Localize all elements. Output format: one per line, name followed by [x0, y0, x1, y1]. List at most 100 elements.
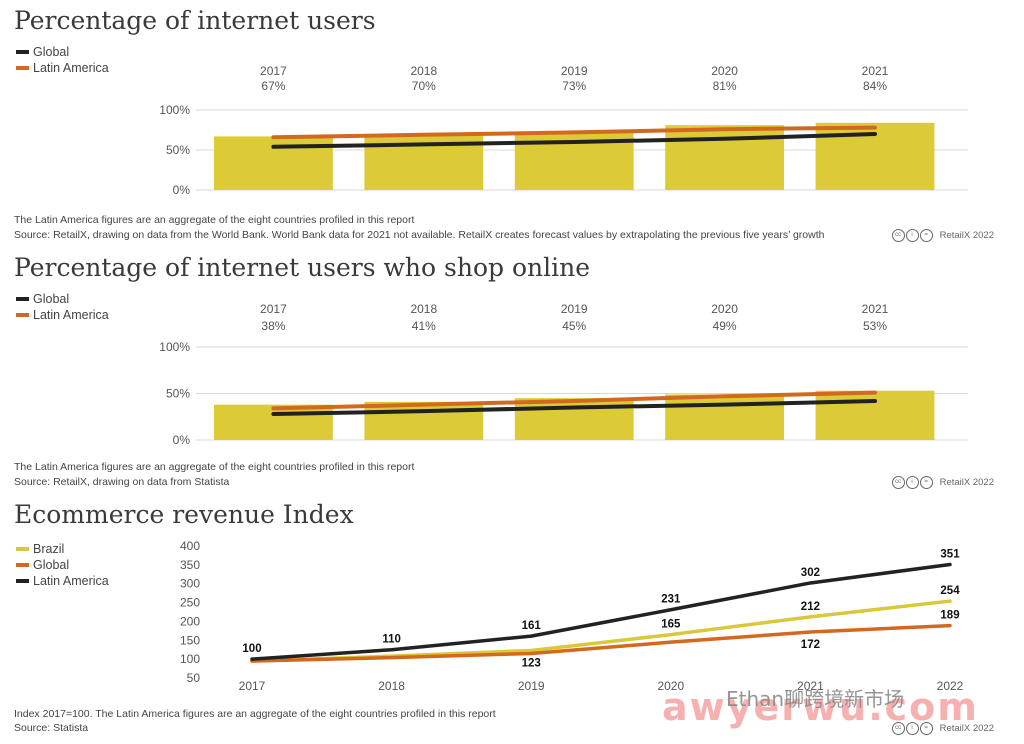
- data-label: 302: [801, 567, 820, 579]
- legend-swatch: [16, 579, 29, 583]
- chart-source: Source: RetailX, drawing on data from th…: [14, 229, 825, 241]
- legend-item-global: Global: [16, 291, 109, 307]
- legend-label: Global: [33, 558, 70, 572]
- chart-panel-internet-users: Percentage of internet users Global Lati…: [0, 0, 1024, 250]
- legend-swatch: [16, 50, 29, 54]
- y-tick-label: 150: [180, 633, 200, 647]
- data-label: 165: [661, 619, 681, 631]
- creative-commons-icon: cc i =: [891, 229, 934, 242]
- category-label: 2019: [561, 64, 588, 78]
- bar-value-label: 38%: [261, 319, 285, 333]
- legend-swatch: [16, 313, 29, 317]
- bar: [665, 394, 785, 440]
- legend-swatch: [16, 66, 29, 70]
- bar-value-label: 73%: [562, 79, 586, 93]
- y-tick-label: 300: [180, 577, 200, 591]
- bar: [815, 390, 935, 440]
- y-tick-label: 100%: [159, 103, 190, 117]
- legend-swatch: [16, 547, 29, 551]
- credit-label: RetailX 2022: [939, 723, 994, 734]
- chart-panel-shop-online: Percentage of internet users who shop on…: [0, 247, 1024, 497]
- x-tick-label: 2022: [937, 679, 964, 693]
- x-tick-label: 2020: [657, 679, 684, 693]
- category-label: 2021: [862, 302, 889, 316]
- legend-item-global: Global: [16, 557, 109, 573]
- chart-source: Source: Statista: [14, 722, 89, 734]
- credit-label: RetailX 2022: [939, 230, 994, 241]
- chart-note: The Latin America figures are an aggrega…: [14, 214, 415, 226]
- bar-value-label: 41%: [412, 319, 436, 333]
- legend-label: Latin America: [33, 308, 109, 322]
- category-label: 2018: [410, 64, 437, 78]
- x-tick-label: 2017: [239, 679, 266, 693]
- y-tick-label: 50%: [166, 143, 190, 157]
- ecommerce-index-chart: 50 100 150 200 250 300 350 400 2017 2018 2019 2020 2…: [180, 539, 964, 693]
- credit: cc i = RetailX 2022: [891, 476, 994, 489]
- legend-swatch: [16, 563, 29, 567]
- y-tick-label: 350: [180, 558, 200, 572]
- legend-item-global: Global: [16, 44, 109, 60]
- legend-label: Global: [33, 292, 70, 306]
- bar-value-label: 45%: [562, 319, 586, 333]
- legend-item-latin-america: Latin America: [16, 573, 109, 589]
- data-label: 161: [522, 620, 542, 632]
- legend: Global Latin America: [16, 44, 109, 76]
- category-label: 2019: [561, 302, 588, 316]
- legend-item-latin-america: Latin America: [16, 307, 109, 323]
- series-line: [271, 398, 878, 416]
- y-tick-label: 200: [180, 614, 200, 628]
- series-line: [271, 132, 878, 149]
- bar-value-label: 81%: [713, 79, 737, 93]
- bar-value-label: 70%: [412, 79, 436, 93]
- bar-value-label: 53%: [863, 319, 887, 333]
- series-line: [271, 390, 878, 411]
- bar: [665, 125, 785, 190]
- legend-label: Latin America: [33, 61, 109, 75]
- watermark: awyerwu.com Ethan聊跨境新市场: [662, 685, 979, 729]
- y-tick-label: 400: [180, 539, 200, 553]
- data-label: 172: [801, 639, 820, 651]
- data-label: 231: [661, 594, 681, 606]
- series-line: [271, 125, 878, 140]
- chart-title: Percentage of internet users: [14, 6, 376, 35]
- credit: cc i = RetailX 2022: [891, 722, 994, 735]
- chart-title: Ecommerce revenue Index: [14, 500, 354, 529]
- legend-label: Global: [33, 45, 70, 59]
- legend-label: Brazil: [33, 542, 65, 556]
- y-tick-label: 50%: [166, 387, 190, 401]
- shop-online-chart: 0% 50% 100% 2017 38% 2018 41% 2019 45% 2020 49% 202…: [159, 302, 968, 447]
- data-label: 110: [382, 634, 401, 646]
- chart-title: Percentage of internet users who shop on…: [14, 253, 590, 282]
- credit: cc i = RetailX 2022: [891, 229, 994, 242]
- legend-label: Latin America: [33, 574, 109, 588]
- bar-value-label: 49%: [713, 319, 737, 333]
- category-label: 2018: [410, 302, 437, 316]
- chart-panel-ecommerce-index: Ecommerce revenue Index Brazil Global La…: [0, 494, 1024, 744]
- chart-note: Index 2017=100. The Latin America figure…: [14, 708, 496, 720]
- credit-label: RetailX 2022: [939, 477, 994, 488]
- watermark-caption: Ethan聊跨境新市场: [726, 687, 905, 711]
- data-label: 254: [940, 585, 960, 597]
- bar: [514, 398, 634, 440]
- y-tick-label: 250: [180, 596, 200, 610]
- series-line: [250, 562, 952, 661]
- data-label: 123: [522, 657, 541, 669]
- creative-commons-icon: cc i =: [891, 476, 934, 489]
- x-tick-label: 2021: [797, 679, 824, 693]
- y-tick-label: 100: [180, 652, 200, 666]
- x-tick-label: 2018: [378, 679, 405, 693]
- data-label: 100: [242, 643, 261, 655]
- y-tick-label: 0%: [173, 183, 191, 197]
- creative-commons-icon: cc i =: [891, 722, 934, 735]
- data-label: 212: [801, 601, 820, 613]
- category-label: 2020: [711, 64, 738, 78]
- legend: Brazil Global Latin America: [16, 541, 109, 589]
- legend: Global Latin America: [16, 291, 109, 323]
- series-line: [250, 623, 952, 663]
- chart-note: The Latin America figures are an aggrega…: [14, 461, 415, 473]
- watermark-brand: awyerwu.com: [662, 685, 979, 729]
- y-tick-label: 0%: [173, 433, 191, 447]
- bar-value-label: 84%: [863, 79, 887, 93]
- category-label: 2017: [260, 302, 287, 316]
